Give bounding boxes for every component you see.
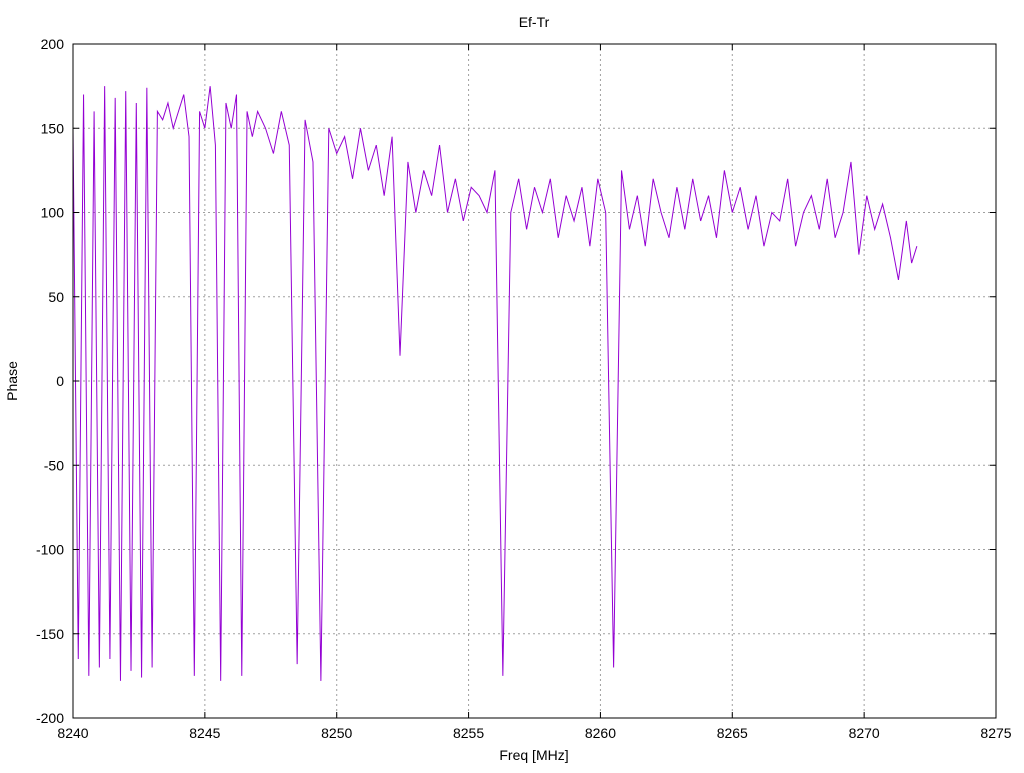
y-tick-label: 100 <box>41 205 65 221</box>
x-tick-label: 8270 <box>849 725 880 741</box>
x-tick-label: 8260 <box>585 725 616 741</box>
series-layer <box>72 86 918 681</box>
x-tick-label: 8265 <box>717 725 748 741</box>
chart-title: Ef-Tr <box>519 14 550 30</box>
tick-layer: 8240 8245 8250 8255 8260 8265 8270 8275 -200 -150… <box>36 36 1012 741</box>
y-axis-label: Phase <box>4 361 20 401</box>
y-tick-label: -150 <box>36 626 64 642</box>
y-tick-label: -50 <box>44 457 64 473</box>
x-tick-label: 8245 <box>189 725 220 741</box>
y-tick-label: 0 <box>56 373 64 389</box>
phase-series-line <box>72 86 918 681</box>
grid-layer <box>73 44 996 718</box>
x-tick-label: 8255 <box>453 725 484 741</box>
y-tick-label: 200 <box>41 36 65 52</box>
x-tick-label: 8275 <box>980 725 1011 741</box>
y-tick-label: -100 <box>36 542 64 558</box>
x-tick-label: 8250 <box>321 725 352 741</box>
y-tick-label: 150 <box>41 120 65 136</box>
x-axis-label: Freq [MHz] <box>499 747 568 763</box>
y-tick-label: -200 <box>36 710 64 726</box>
x-tick-label: 8240 <box>57 725 88 741</box>
y-tick-label: 50 <box>48 289 64 305</box>
